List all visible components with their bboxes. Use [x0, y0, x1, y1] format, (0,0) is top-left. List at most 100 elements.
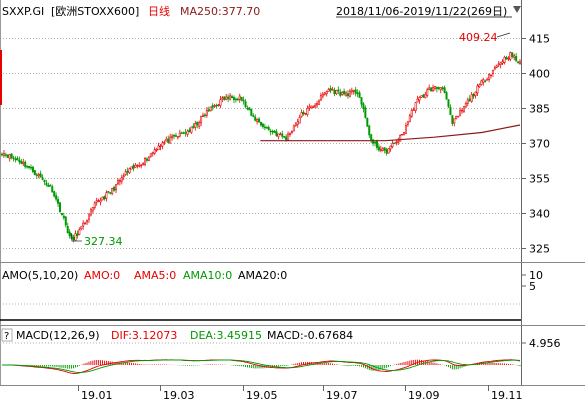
candle-body	[391, 143, 394, 147]
candle-body	[134, 164, 137, 168]
candle-body	[296, 121, 299, 125]
date-tick-label: 19.05	[246, 389, 278, 402]
price-tick-label: 370	[529, 138, 550, 151]
candle-body	[153, 149, 156, 154]
date-tick-label: 19.11	[491, 389, 523, 402]
symbol-label: SXXP.GI	[2, 5, 44, 18]
low-leader-line	[70, 232, 82, 242]
candle-body	[43, 179, 46, 183]
candle-body	[319, 95, 322, 101]
candle-body	[227, 96, 230, 100]
candle-body	[509, 52, 512, 60]
candle-body	[174, 135, 177, 137]
candle-body	[95, 200, 98, 203]
candle-body	[381, 147, 384, 151]
candle-body	[341, 91, 344, 95]
candle-body	[87, 213, 90, 220]
candle-body	[246, 107, 249, 110]
candle-body	[468, 98, 471, 102]
candle-body	[461, 109, 464, 112]
macd-title: MACD(12,26,9)	[16, 329, 100, 342]
candle-body	[142, 163, 145, 165]
candle-body	[366, 117, 369, 127]
candle-body	[47, 184, 50, 187]
candle-body	[8, 153, 11, 159]
period-label: 日线	[148, 4, 170, 18]
candle-body	[360, 97, 363, 105]
candle-body	[22, 162, 25, 165]
candle-body	[267, 127, 270, 131]
candle-body	[221, 97, 224, 100]
candle-body	[136, 165, 139, 167]
candle-body	[103, 196, 106, 200]
candle-body	[184, 132, 187, 134]
candle-body	[99, 199, 102, 203]
candle-body	[35, 174, 38, 176]
macd-axis-label: 4.956	[529, 337, 561, 350]
help-icon[interactable]	[1, 328, 13, 342]
candle-body	[416, 98, 419, 103]
candle-body	[259, 121, 262, 126]
candle-body	[4, 154, 7, 156]
candle-body	[377, 146, 380, 151]
candle-body	[203, 114, 206, 117]
candle-body	[317, 100, 320, 105]
amo-value: AMO:0	[84, 269, 120, 282]
candle-body	[250, 109, 253, 116]
candle-body	[329, 88, 332, 91]
candle-body	[236, 98, 239, 101]
candle-body	[389, 145, 392, 150]
candle-body	[310, 105, 313, 109]
price-tick-label: 400	[529, 68, 550, 81]
candle-body	[306, 108, 309, 115]
candle-body	[20, 161, 23, 164]
candle-body	[101, 196, 104, 201]
candle-body	[213, 105, 216, 107]
candle-body	[26, 165, 29, 168]
candle-body	[462, 106, 465, 112]
candle-body	[217, 104, 220, 106]
candle-body	[395, 141, 398, 144]
candle-body	[144, 158, 147, 165]
candle-body	[432, 87, 435, 92]
candle-body	[55, 195, 58, 200]
candle-body	[57, 199, 60, 204]
candle-body	[53, 191, 56, 197]
dropdown-triangle-icon[interactable]	[513, 6, 521, 13]
candle-body	[10, 153, 13, 158]
candle-body	[116, 180, 119, 185]
candle-body	[513, 55, 516, 58]
candle-body	[447, 99, 450, 107]
candle-body	[518, 61, 521, 64]
candle-body	[426, 89, 429, 96]
candle-body	[490, 74, 493, 76]
candle-body	[176, 136, 179, 138]
candle-body	[424, 94, 427, 99]
candle-body	[111, 188, 114, 194]
candle-body	[74, 233, 77, 241]
candle-body	[290, 131, 293, 133]
candle-body	[459, 110, 462, 116]
candle-body	[443, 87, 446, 93]
candle-body	[238, 95, 241, 100]
price-tick-label: 385	[529, 103, 550, 116]
candle-body	[517, 61, 520, 63]
candle-body	[281, 133, 284, 137]
candle-body	[163, 141, 166, 144]
candle-body	[439, 87, 442, 91]
candle-body	[211, 105, 214, 108]
candle-body	[385, 149, 388, 154]
candle-body	[302, 111, 305, 114]
candle-body	[466, 99, 469, 104]
candle-body	[418, 97, 421, 101]
price-axis: 325 340 355 370 385 400 415	[521, 33, 550, 256]
candle-body	[0, 153, 3, 156]
date-tick-label: 19.09	[408, 389, 440, 402]
candle-body	[64, 216, 67, 226]
candle-body	[244, 101, 247, 108]
candle-body	[279, 133, 282, 135]
candle-body	[242, 99, 245, 102]
candle-body	[169, 136, 172, 144]
candle-body	[325, 91, 328, 95]
candle-body	[422, 94, 425, 98]
